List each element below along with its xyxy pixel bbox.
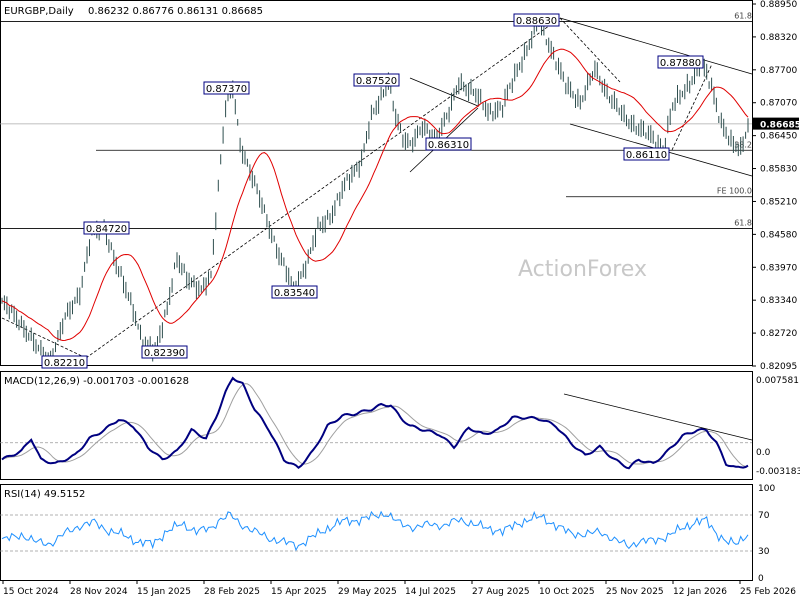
price-series xyxy=(1,13,749,368)
price-label-0.86310: 0.86310 xyxy=(428,140,469,151)
price-label-box xyxy=(513,13,560,27)
price-tick-label: 0.88950 xyxy=(760,0,797,10)
price-tick-label: 0.82095 xyxy=(760,362,797,372)
price-label-0.86110: 0.86110 xyxy=(626,150,667,161)
date-tick-label: 29 May 2025 xyxy=(338,587,397,597)
trend-line xyxy=(559,17,621,83)
trend-line xyxy=(559,17,753,75)
price-bars xyxy=(1,13,749,368)
price-tick-label: 0.82720 xyxy=(760,329,797,339)
price-label-box xyxy=(657,55,704,69)
trend-line xyxy=(671,63,713,151)
date-tick-label: 12 Jan 2026 xyxy=(673,587,727,597)
trend-line xyxy=(409,77,479,107)
date-tick-label: 28 Nov 2024 xyxy=(70,587,128,597)
price-label-box xyxy=(41,355,88,369)
price-levels: 61.838.2FE 100.061.8 xyxy=(0,11,752,229)
date-tick-label: 15 Apr 2025 xyxy=(271,587,327,597)
level-label: 61.8 xyxy=(734,218,752,227)
price-tick-label: 0.87700 xyxy=(760,66,797,76)
rsi-tick-label: 30 xyxy=(758,547,770,557)
price-label-0.87880: 0.87880 xyxy=(660,58,701,69)
level-label: 61.8 xyxy=(734,11,752,20)
rsi-tick-label: 100 xyxy=(758,484,775,494)
price-tick-label: 0.84580 xyxy=(760,230,797,240)
trend-line xyxy=(85,17,561,359)
price-label-box xyxy=(353,73,400,87)
price-label-0.83540: 0.83540 xyxy=(274,288,315,299)
macd-label: MACD(12,26,9) -0.001703 -0.001628 xyxy=(4,376,189,387)
rsi-line xyxy=(1,510,749,552)
date-tick-label: 14 Jul 2025 xyxy=(405,587,456,597)
price-tick-label: 0.86450 xyxy=(760,132,797,142)
macd-panel-frame xyxy=(0,371,753,480)
price-tick-label: 0.88320 xyxy=(760,33,797,43)
price-label-box xyxy=(623,147,670,161)
level-label: FE 100.0 xyxy=(717,187,752,196)
macd-signal-line xyxy=(1,383,748,467)
date-tick-label: 27 Aug 2025 xyxy=(472,587,530,597)
macd-trend-line xyxy=(563,393,753,441)
date-tick-label: 10 Oct 2025 xyxy=(539,587,595,597)
trend-line xyxy=(1,317,87,359)
chart-title: EURGBP,Daily xyxy=(4,6,74,17)
price-tick-label: 0.83340 xyxy=(760,296,797,306)
rsi-panel-frame xyxy=(0,484,753,581)
price-tick-label: 0.85830 xyxy=(760,165,797,175)
macd-tick-label: 0.0 xyxy=(756,448,771,458)
rsi-label: RSI(14) 49.5152 xyxy=(4,489,85,500)
moving-average-line xyxy=(1,48,749,342)
rsi-tick-label: 70 xyxy=(758,511,770,521)
rsi-indicator: 100 70 30 0 xyxy=(0,484,775,584)
date-tick-label: 25 Feb 2026 xyxy=(740,587,796,597)
price-label-box xyxy=(141,345,188,359)
price-labels: 0.88630 0.87880 0.87520 0.87370 0.86310 0.861… xyxy=(41,13,704,369)
price-tick-label: 0.87070 xyxy=(760,99,797,109)
price-label-0.82390: 0.82390 xyxy=(144,348,185,359)
price-panel-frame xyxy=(0,0,753,366)
price-label-0.87520: 0.87520 xyxy=(356,76,397,87)
price-label-box xyxy=(83,221,130,235)
date-tick-label: 25 Nov 2025 xyxy=(606,587,664,597)
macd-line xyxy=(1,376,749,470)
price-label-0.82210: 0.82210 xyxy=(44,358,85,369)
price-label-box xyxy=(271,285,318,299)
macd-tick-label: -0.003183 xyxy=(756,467,800,477)
price-label-box xyxy=(425,137,472,151)
date-tick-label: 28 Feb 2025 xyxy=(204,587,260,597)
current-price-box xyxy=(753,117,799,130)
price-label-box xyxy=(203,81,250,95)
macd-tick-label: 0.007581 xyxy=(756,376,799,386)
chart-ohlc: 0.86232 0.86776 0.86131 0.86685 xyxy=(88,6,263,17)
watermark: ActionForex xyxy=(518,257,647,282)
price-axis: 0.88950 0.88320 0.87700 0.87070 0.86450 0.858… xyxy=(752,0,800,372)
price-label-0.88630: 0.88630 xyxy=(516,16,557,27)
price-label-0.87370: 0.87370 xyxy=(206,84,247,95)
price-trendlines xyxy=(1,17,753,359)
macd-indicator: 0.007581 0.0 -0.003183 xyxy=(0,376,800,477)
rsi-tick-label: 0 xyxy=(758,574,764,584)
date-tick-label: 15 Jan 2025 xyxy=(137,587,191,597)
current-price-label: 0.86685 xyxy=(760,121,800,131)
price-tick-label: 0.83970 xyxy=(760,263,797,273)
price-tick-label: 0.85210 xyxy=(760,197,797,207)
date-tick-label: 15 Oct 2024 xyxy=(3,587,59,597)
price-label-0.84720: 0.84720 xyxy=(86,224,127,235)
date-axis: 15 Oct 2024 28 Nov 2024 15 Jan 2025 28 Feb … xyxy=(2,580,796,597)
